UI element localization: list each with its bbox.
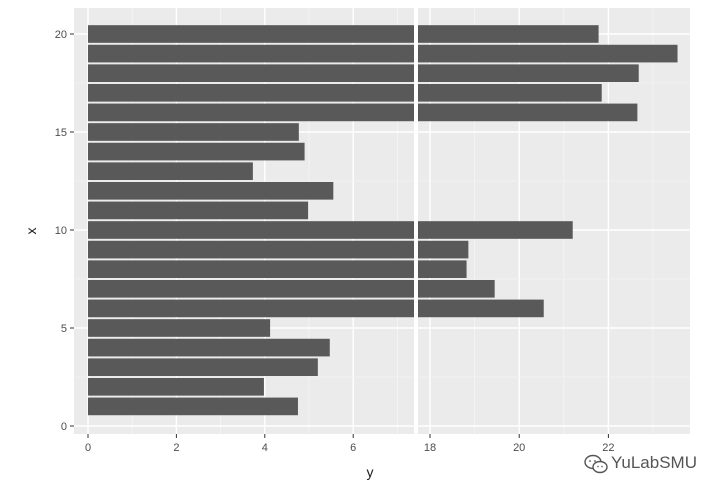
bar-continued [418, 279, 495, 298]
bar-continued [418, 25, 599, 43]
wechat-icon [584, 454, 608, 474]
bar [88, 25, 414, 43]
bar [88, 103, 414, 122]
bar [88, 397, 298, 416]
bar-continued [418, 64, 639, 83]
bar [88, 319, 271, 337]
y-axis-title: x [23, 228, 39, 235]
bar-continued [418, 240, 469, 259]
bar-continued [418, 103, 638, 122]
bar [88, 201, 309, 220]
bar [88, 338, 330, 357]
bar [88, 260, 414, 279]
bar [88, 181, 334, 200]
axis-break-gap [414, 8, 418, 434]
y-tick-label: 15 [55, 127, 67, 139]
bar-continued [418, 221, 573, 239]
bar-continued [418, 299, 544, 318]
x-tick-label: 2 [173, 442, 179, 454]
bar [88, 299, 414, 318]
watermark: YuLabSMU [584, 453, 697, 474]
x-tick-label: 0 [85, 442, 91, 454]
bar [88, 358, 318, 377]
watermark-text: YuLabSMU [611, 453, 697, 472]
y-tick-label: 0 [61, 421, 67, 433]
bar [88, 123, 299, 141]
y-tick-label: 10 [55, 225, 67, 237]
bar [88, 221, 414, 239]
y-tick-label: 20 [55, 29, 67, 41]
bar [88, 279, 414, 298]
x-tick-label: 18 [424, 442, 436, 454]
bar [88, 64, 414, 83]
y-tick-label: 5 [61, 323, 67, 335]
bar-continued [418, 260, 467, 279]
bar [88, 377, 264, 396]
bars [88, 8, 678, 434]
bar [88, 142, 305, 161]
axis-ticks: 0 2 4 6 18 20 22 0 5 10 15 20 [55, 29, 615, 454]
bar [88, 162, 253, 181]
bar [88, 83, 414, 102]
bar [88, 240, 414, 259]
bar-continued [418, 83, 602, 102]
x-tick-label: 20 [513, 442, 525, 454]
x-tick-label: 22 [602, 442, 614, 454]
x-tick-label: 6 [350, 442, 356, 454]
bar-continued [418, 44, 678, 63]
x-axis-title: y [367, 464, 374, 480]
x-tick-label: 4 [262, 442, 268, 454]
bar [88, 44, 414, 63]
